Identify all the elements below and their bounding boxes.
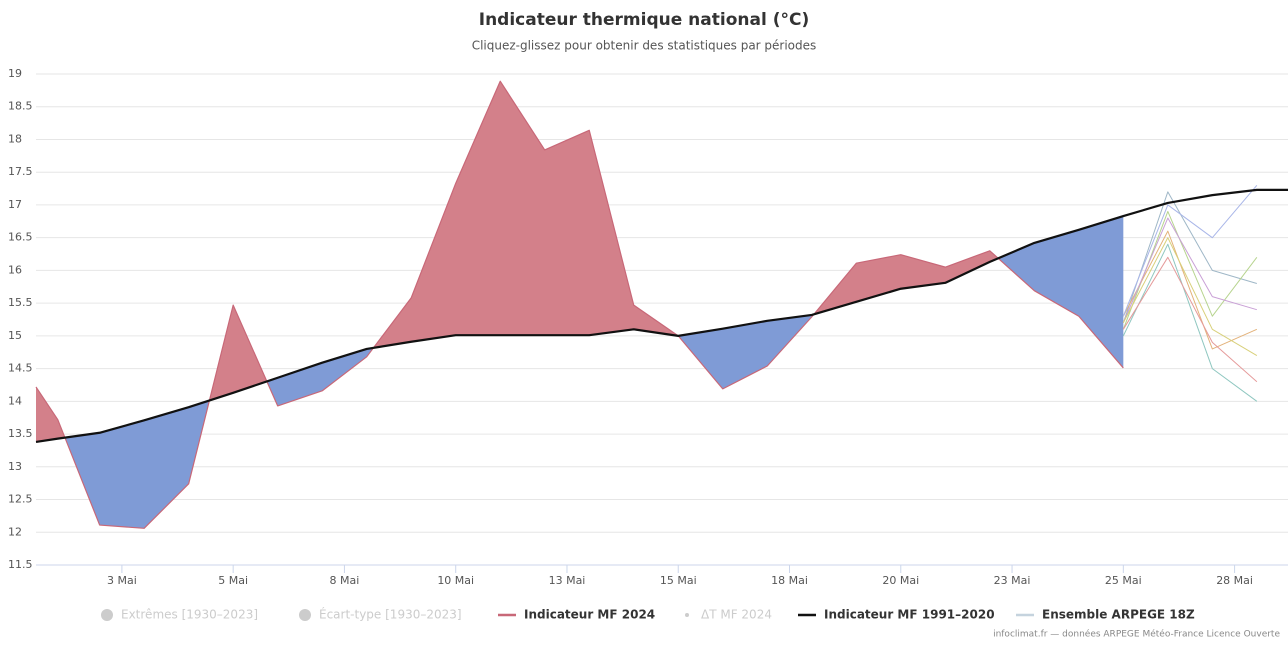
x-tick-label: 10 Mai — [437, 574, 474, 587]
y-tick-label: 19 — [8, 67, 22, 80]
normal-line — [35, 188, 1288, 444]
y-tick-label: 18.5 — [8, 100, 33, 113]
ensemble-member — [1122, 237, 1258, 356]
legend-item[interactable]: Ensemble ARPEGE 18Z — [1016, 608, 1195, 622]
legend-item[interactable]: ΔT MF 2024 — [685, 608, 772, 622]
legend-item[interactable]: Écart-type [1930–2023] — [299, 607, 462, 622]
y-tick-label: 14.5 — [8, 362, 33, 375]
legend-label: Indicateur MF 1991–2020 — [824, 608, 995, 622]
chart-title: Indicateur thermique national (°C) — [479, 10, 809, 30]
legend-label: ΔT MF 2024 — [701, 608, 772, 622]
x-tick-label: 28 Mai — [1216, 574, 1253, 587]
x-tick-label: 13 Mai — [549, 574, 586, 587]
obs-line — [35, 80, 1124, 529]
y-tick-label: 11.5 — [8, 558, 33, 571]
legend-item[interactable]: Indicateur MF 2024 — [498, 608, 655, 622]
ensemble-member — [1122, 243, 1258, 402]
area-above — [36, 81, 1124, 442]
y-tick-label: 13 — [8, 460, 22, 473]
x-tick-label: 15 Mai — [660, 574, 697, 587]
legend-item[interactable]: Extrêmes [1930–2023] — [101, 608, 258, 622]
y-tick-label: 15.5 — [8, 296, 33, 309]
x-tick-label: 5 Mai — [218, 574, 248, 587]
ensemble-member — [1122, 184, 1258, 317]
legend-label: Indicateur MF 2024 — [524, 608, 655, 622]
y-tick-label: 13.5 — [8, 427, 33, 440]
legend-symbol — [101, 609, 113, 621]
legend-label: Écart-type [1930–2023] — [319, 607, 462, 622]
x-tick-label: 25 Mai — [1105, 574, 1142, 587]
y-tick-label: 17.5 — [8, 165, 33, 178]
legend-symbol — [685, 613, 689, 617]
ensemble-member — [1122, 230, 1258, 350]
y-tick-label: 12.5 — [8, 493, 33, 506]
x-tick-label: 20 Mai — [882, 574, 919, 587]
ensemble-member — [1122, 217, 1257, 323]
y-tick-label: 16 — [8, 263, 22, 276]
ensemble-member — [1122, 191, 1257, 323]
legend-symbol — [299, 609, 311, 621]
y-tick-label: 15 — [8, 329, 22, 342]
y-tick-label: 12 — [8, 525, 22, 538]
y-tick-label: 16.5 — [8, 231, 33, 244]
y-tick-label: 17 — [8, 198, 22, 211]
y-tick-label: 18 — [8, 132, 22, 145]
x-tick-label: 8 Mai — [330, 574, 360, 587]
x-tick-label: 3 Mai — [107, 574, 137, 587]
chart-subtitle: Cliquez-glissez pour obtenir des statist… — [472, 39, 817, 53]
ensemble-member — [1122, 256, 1258, 383]
legend-label: Ensemble ARPEGE 18Z — [1042, 608, 1195, 622]
credit: infoclimat.fr — données ARPEGE Météo-Fra… — [993, 629, 1280, 640]
x-tick-label: 18 Mai — [771, 574, 808, 587]
x-tick-label: 23 Mai — [994, 574, 1031, 587]
legend-label: Extrêmes [1930–2023] — [121, 608, 258, 622]
legend-item[interactable]: Indicateur MF 1991–2020 — [798, 608, 995, 622]
y-tick-label: 14 — [8, 394, 22, 407]
